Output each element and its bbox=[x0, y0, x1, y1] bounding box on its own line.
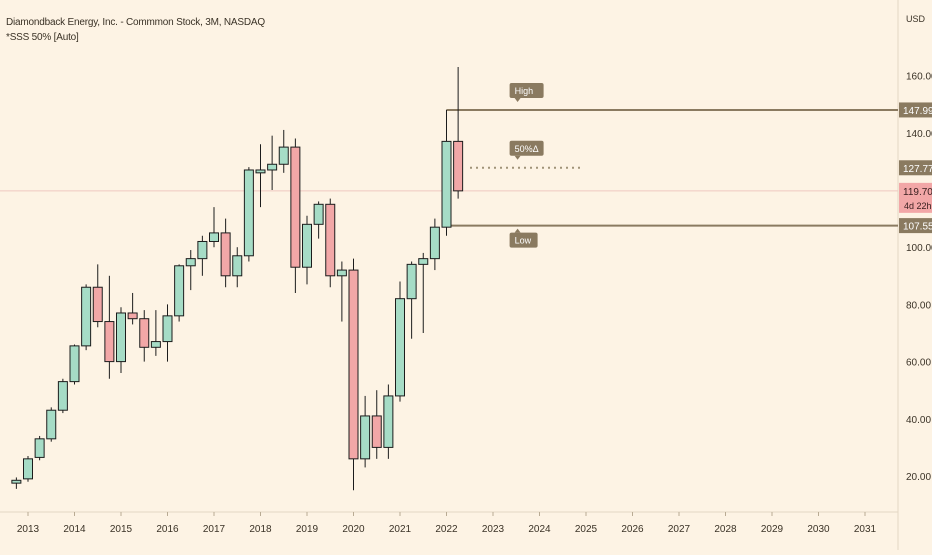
mid-level-label-pointer bbox=[514, 155, 521, 160]
candle-up[interactable] bbox=[57, 381, 68, 411]
candle-down[interactable] bbox=[325, 203, 336, 277]
last-price-tag-bg bbox=[899, 182, 932, 213]
candle-up[interactable] bbox=[395, 298, 405, 397]
y-tick-label: 40.00 bbox=[906, 415, 931, 426]
x-tick-label: 2018 bbox=[249, 524, 272, 535]
mid-level-label-text: 50%Δ bbox=[515, 144, 539, 154]
indicator-label: *SSS 50% [Auto] bbox=[6, 32, 79, 43]
candle-up[interactable] bbox=[232, 255, 243, 277]
candle-up[interactable] bbox=[69, 345, 80, 383]
candle-up[interactable] bbox=[302, 223, 312, 268]
candle-up[interactable] bbox=[209, 232, 219, 242]
x-tick-label: 2021 bbox=[389, 524, 412, 535]
candle-down[interactable] bbox=[92, 286, 103, 323]
candle-up[interactable] bbox=[11, 479, 22, 484]
candle-up[interactable] bbox=[383, 395, 394, 448]
low-level-label: Low bbox=[509, 228, 538, 248]
x-tick-label: 2031 bbox=[854, 524, 877, 535]
y-tick-label: 80.00 bbox=[906, 300, 931, 311]
x-tick-label: 2020 bbox=[342, 524, 365, 535]
high-level-label-text: High bbox=[515, 86, 534, 96]
high-price-tag-bg bbox=[899, 102, 932, 118]
low-price-tag: 107.55 bbox=[903, 222, 932, 233]
candle-up[interactable] bbox=[174, 265, 185, 317]
low-level-label-text: Low bbox=[515, 236, 532, 246]
mid-level-label: 50%Δ bbox=[509, 140, 544, 160]
candle-down[interactable] bbox=[453, 140, 464, 192]
x-tick-label: 2019 bbox=[296, 524, 319, 535]
candle-up[interactable] bbox=[162, 315, 173, 343]
x-tick-label: 2026 bbox=[621, 524, 644, 535]
candle-up[interactable] bbox=[336, 269, 347, 277]
x-tick-label: 2013 bbox=[17, 524, 40, 535]
candle-up[interactable] bbox=[429, 226, 440, 260]
x-tick-label: 2015 bbox=[110, 524, 133, 535]
mid-price-tag: 127.77 bbox=[903, 164, 932, 175]
currency-label: USD bbox=[906, 14, 926, 24]
candle-up[interactable] bbox=[313, 203, 324, 225]
candle-up[interactable] bbox=[116, 312, 126, 363]
x-tick-label: 2023 bbox=[482, 524, 505, 535]
x-tick-label: 2025 bbox=[575, 524, 598, 535]
x-tick-label: 2028 bbox=[714, 524, 737, 535]
candle-up[interactable] bbox=[418, 258, 429, 265]
mid-level-label-bg bbox=[509, 140, 544, 156]
candle-down[interactable] bbox=[127, 312, 138, 320]
chart-title: Diamondback Energy, Inc. - Commmon Stock… bbox=[6, 17, 265, 28]
low-price-tag-bg bbox=[899, 218, 932, 234]
x-tick-label: 2017 bbox=[203, 524, 226, 535]
candle-up[interactable] bbox=[34, 438, 45, 458]
candle-down[interactable] bbox=[104, 321, 115, 363]
candle-down[interactable] bbox=[139, 318, 150, 348]
high-price-tag: 147.99 bbox=[903, 106, 932, 117]
y-tick-label: 100.00 bbox=[906, 243, 932, 254]
mid-price-tag-bg bbox=[899, 160, 932, 176]
candle-up[interactable] bbox=[150, 341, 161, 348]
candle-up[interactable] bbox=[267, 163, 278, 171]
candle-down[interactable] bbox=[371, 415, 382, 448]
high-level-label-pointer bbox=[514, 97, 521, 102]
x-tick-label: 2014 bbox=[63, 524, 86, 535]
high-level-label: High bbox=[509, 82, 544, 102]
candle-up[interactable] bbox=[243, 169, 254, 257]
candle-up[interactable] bbox=[360, 415, 371, 460]
y-tick-label: 60.00 bbox=[906, 358, 931, 369]
low-level-label-bg bbox=[509, 232, 538, 248]
last-price-tag: 119.70 bbox=[903, 187, 932, 198]
candle-up[interactable] bbox=[46, 409, 57, 440]
candle-down[interactable] bbox=[290, 146, 301, 268]
candle-up[interactable] bbox=[406, 263, 417, 300]
y-tick-label: 20.00 bbox=[906, 472, 931, 483]
candle-down[interactable] bbox=[220, 232, 231, 277]
candle-countdown: 4d 22h bbox=[904, 201, 932, 211]
candle-up[interactable] bbox=[255, 169, 266, 174]
y-tick-label: 140.00 bbox=[906, 129, 932, 140]
x-tick-label: 2027 bbox=[668, 524, 691, 535]
candle-up[interactable] bbox=[23, 458, 33, 480]
x-tick-label: 2030 bbox=[807, 524, 830, 535]
y-tick-label: 160.00 bbox=[906, 72, 932, 83]
x-tick-label: 2029 bbox=[761, 524, 784, 535]
low-level-label-pointer bbox=[514, 228, 521, 233]
high-level-label-bg bbox=[509, 82, 544, 98]
candle-up[interactable] bbox=[197, 240, 208, 260]
candle-up[interactable] bbox=[185, 258, 196, 267]
x-tick-label: 2022 bbox=[435, 524, 458, 535]
candle-up[interactable] bbox=[81, 286, 92, 347]
candle-down[interactable] bbox=[348, 269, 359, 460]
x-tick-label: 2024 bbox=[528, 524, 551, 535]
candle-up[interactable] bbox=[278, 146, 289, 165]
x-tick-label: 2016 bbox=[156, 524, 179, 535]
candle-up[interactable] bbox=[441, 140, 452, 228]
